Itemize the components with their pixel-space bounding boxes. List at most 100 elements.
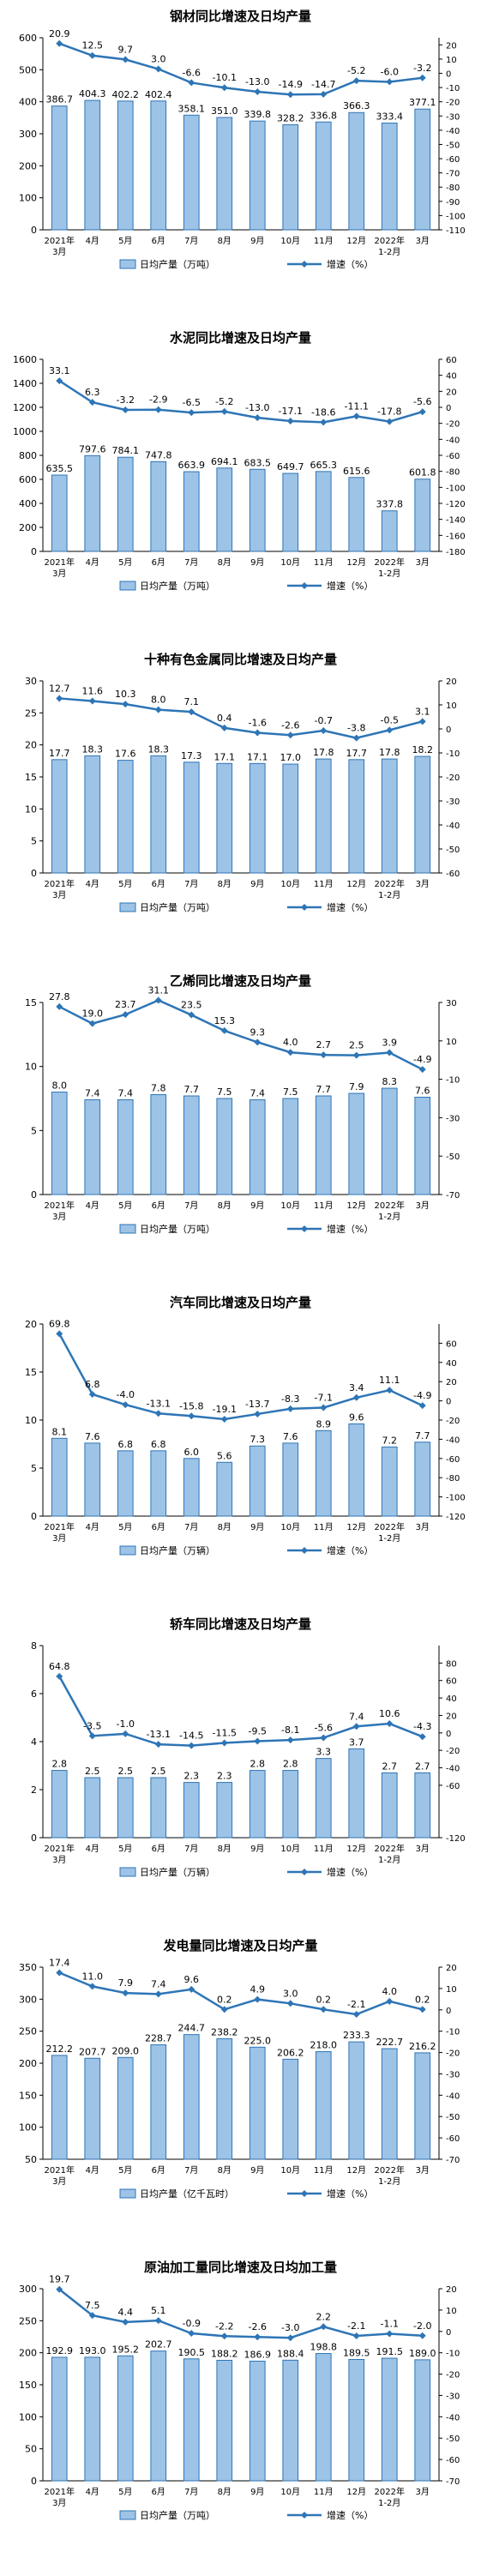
category-label: 5月	[118, 236, 132, 246]
category-label: 1-2月	[378, 2498, 400, 2508]
right-tick-label: -10	[446, 2028, 460, 2037]
category-label: 10月	[280, 1844, 300, 1854]
category-label: 4月	[86, 2165, 99, 2176]
growth-point	[352, 2332, 360, 2340]
growth-point	[386, 2330, 394, 2338]
bar-value-label: 336.8	[310, 110, 338, 121]
bar	[51, 1437, 68, 1517]
category-label: 6月	[152, 2487, 165, 2497]
bar	[348, 2041, 365, 2160]
category-label: 3月	[416, 557, 430, 568]
growth-value-label: -13.1	[147, 1398, 171, 1409]
bar-value-label: 198.8	[310, 2342, 338, 2353]
bar-value-label: 8.0	[52, 1080, 68, 1092]
chart-svg: 乙烯同比增速及日均产量 0 5 10 15 -70 -50 -30 -10 10 30 8.0 7.4 7…	[25, 973, 460, 1235]
growth-value-label: -18.6	[311, 406, 335, 418]
category-label: 7月	[184, 1522, 198, 1532]
bar-value-label: 2.7	[382, 1760, 398, 1772]
bar	[51, 2356, 68, 2482]
right-tick-label: -60	[446, 155, 460, 165]
bar-value-label: 328.2	[277, 112, 304, 123]
bar	[381, 1087, 398, 1195]
bar-value-label: 7.4	[118, 1087, 134, 1098]
right-tick-label: -80	[446, 468, 460, 478]
bar-value-label: 797.6	[79, 443, 106, 454]
right-tick-label: -10	[446, 749, 460, 759]
bar-value-label: 17.7	[346, 748, 368, 759]
left-tick-label: 250	[19, 2026, 37, 2037]
growth-point	[418, 1402, 426, 1410]
right-tick-label: -80	[446, 1474, 460, 1484]
growth-point	[286, 91, 294, 99]
right-tick-label: -90	[446, 198, 460, 208]
growth-point	[154, 1990, 162, 1998]
bar-value-label: 188.4	[277, 2348, 304, 2359]
bar-value-label: 6.8	[151, 1439, 166, 1450]
bar-value-label: 17.7	[49, 748, 70, 759]
left-tick-label: 250	[19, 2315, 37, 2326]
left-tick-label: 10	[25, 803, 37, 815]
bar	[381, 2048, 398, 2160]
growth-value-label: 7.1	[184, 696, 200, 707]
category-label: 1-2月	[378, 2176, 400, 2187]
growth-value-label: -14.5	[179, 1730, 203, 1742]
growth-value-label: 7.9	[118, 1977, 134, 1989]
right-tick-label: -10	[446, 1076, 460, 1086]
right-tick-label: 20	[446, 41, 457, 51]
growth-value-label: -3.2	[117, 394, 135, 406]
category-label: 1-2月	[378, 1212, 400, 1222]
category-label: 10月	[280, 1522, 300, 1532]
bar-value-label: 2.3	[217, 1771, 232, 1782]
chart-title: 原油加工量同比增速及日均加工量	[144, 2260, 337, 2275]
growth-value-label: 15.3	[214, 1015, 236, 1026]
bar	[315, 471, 332, 552]
growth-point	[88, 399, 96, 406]
category-label: 5月	[118, 879, 132, 889]
bar	[117, 2056, 134, 2160]
growth-value-label: -13.0	[245, 76, 269, 87]
bar	[348, 1423, 365, 1517]
growth-point	[352, 2011, 360, 2019]
growth-value-label: -13.0	[245, 402, 269, 413]
growth-point	[220, 1415, 228, 1423]
category-label: 2022年	[375, 2486, 405, 2497]
bar-value-label: 6.0	[184, 1447, 200, 1458]
bar-value-label: 17.3	[181, 750, 202, 761]
growth-point	[56, 377, 63, 385]
growth-value-label: 33.1	[49, 365, 70, 376]
category-label: 2021年	[45, 1200, 75, 1211]
growth-point	[352, 77, 360, 85]
category-label: 10月	[280, 879, 300, 889]
right-tick-label: -40	[446, 436, 460, 445]
right-tick-label: -40	[446, 1765, 460, 1774]
left-tick-label: 100	[19, 2411, 37, 2423]
growth-point	[386, 418, 394, 425]
legend-bar-label: 日均产量（万吨）	[140, 1223, 215, 1235]
left-tick-label: 25	[25, 707, 37, 719]
legend-line-label: 增速（%）	[327, 580, 373, 592]
legend-line-label: 增速（%）	[327, 1223, 373, 1235]
right-tick-label: -40	[446, 2091, 460, 2101]
bar	[315, 1758, 332, 1839]
category-label: 7月	[184, 2487, 198, 2497]
right-tick-label: -100	[446, 484, 466, 493]
category-label: 12月	[346, 557, 366, 568]
growth-value-label: 7.4	[349, 1711, 364, 1722]
category-label: 2021年	[45, 2164, 75, 2176]
bar	[249, 1770, 266, 1839]
bar	[216, 2359, 233, 2482]
bar	[183, 1458, 200, 1517]
bar-value-label: 683.5	[244, 457, 272, 468]
bar-value-label: 244.7	[178, 2023, 206, 2034]
category-label: 6月	[152, 2165, 165, 2176]
growth-value-label: -1.1	[381, 2319, 399, 2330]
right-tick-label: 20	[446, 2285, 457, 2295]
bar-value-label: 225.0	[244, 2035, 272, 2046]
category-label: 3月	[52, 1855, 66, 1865]
growth-point	[254, 729, 262, 737]
category-label: 9月	[250, 879, 264, 889]
growth-point	[352, 1723, 360, 1730]
right-tick-label: -60	[446, 452, 460, 461]
right-tick-label: -30	[446, 2070, 460, 2079]
growth-value-label: 0.2	[217, 1994, 232, 2005]
